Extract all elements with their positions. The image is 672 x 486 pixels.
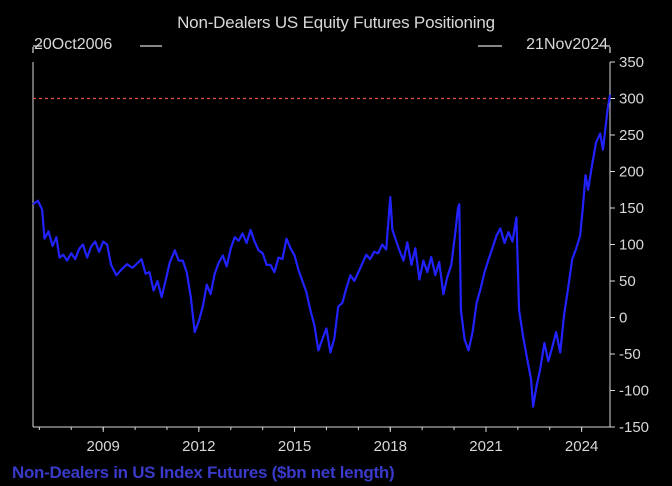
y-axis-label: Non-Dealers in US Index Futures ($bn net… (12, 463, 395, 482)
y-tick-label: 100 (619, 237, 644, 254)
series-line (32, 94, 612, 408)
x-tick-label: 2021 (469, 438, 502, 455)
y-tick-label: 200 (619, 164, 644, 181)
y-tick-label: 350 (619, 54, 644, 71)
y-tick-label: 0 (619, 310, 627, 327)
x-tick-label: 2015 (278, 438, 311, 455)
y-tick-label: 50 (619, 273, 636, 290)
y-tick-label: -100 (619, 383, 649, 400)
end-date-label: 21Nov2024 (526, 36, 608, 53)
x-tick-label: 2012 (182, 438, 215, 455)
x-tick-label: 2018 (374, 438, 407, 455)
start-date-label: 20Oct2006 (34, 36, 113, 53)
y-tick-label: 150 (619, 200, 644, 217)
y-tick-label: 300 (619, 91, 644, 108)
x-tick-label: 2024 (565, 438, 598, 455)
y-tick-label: 250 (619, 127, 644, 144)
y-tick-label: -150 (619, 419, 649, 436)
y-tick-label: -50 (619, 346, 641, 363)
chart-title: Non-Dealers US Equity Futures Positionin… (177, 13, 495, 32)
x-tick-label: 2009 (87, 438, 120, 455)
